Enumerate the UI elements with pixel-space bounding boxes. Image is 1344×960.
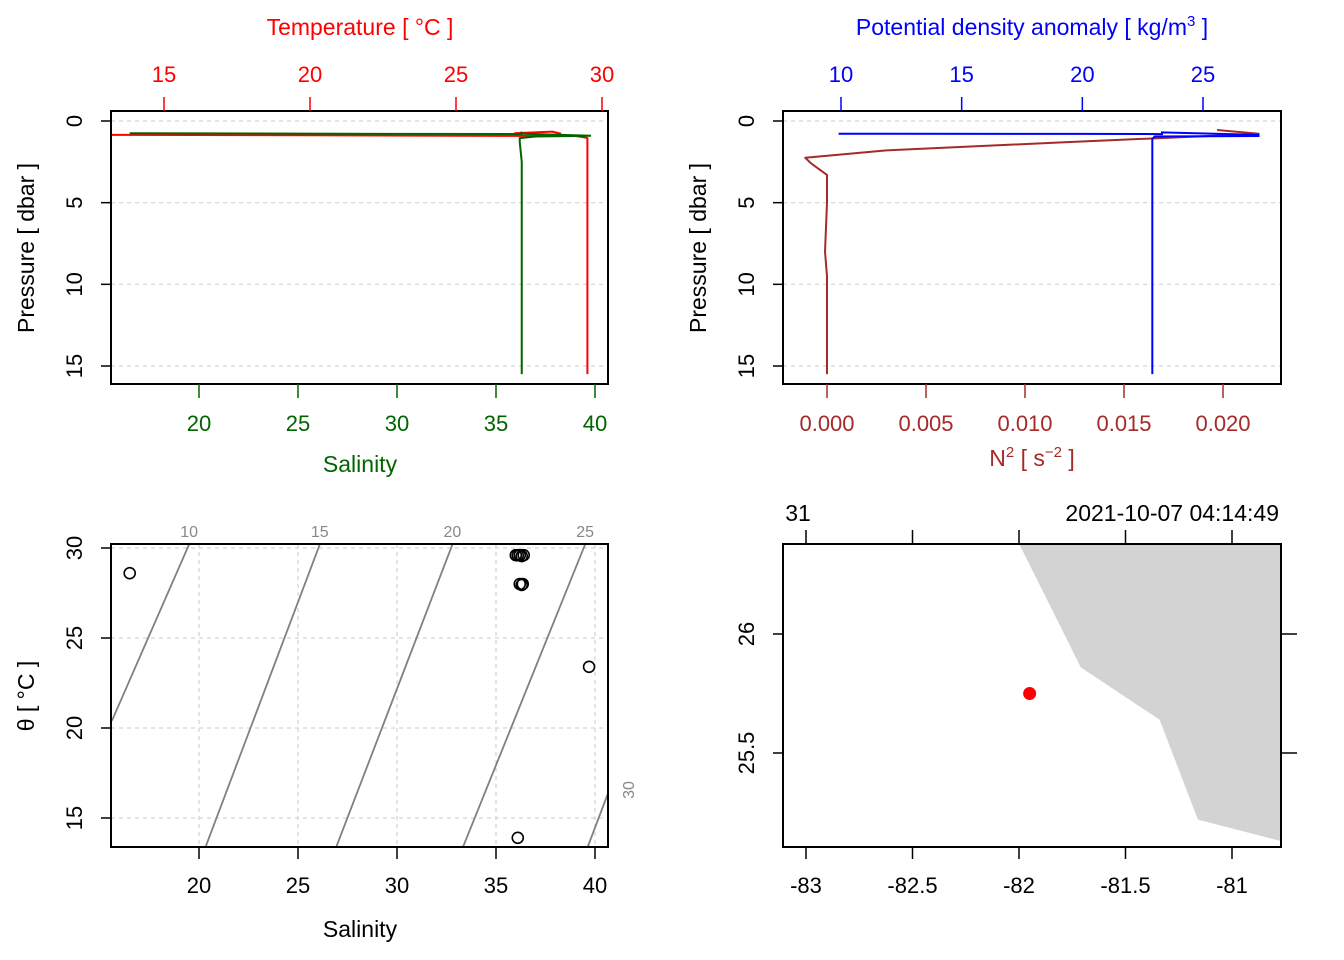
- p2-axes: 0 5 10 15 10 15 20 25 0.000 0.005 0.010 0.015 0.020: [734, 62, 1251, 436]
- p1-top-axis-title: Temperature [ °C ]: [267, 14, 454, 40]
- isopycnal-line: [586, 790, 608, 847]
- p1-axes: 0 5 10 15 15 20 25 30 20 25 30 35 40: [62, 62, 614, 436]
- p3-x-tick-label: 35: [484, 873, 508, 898]
- p1-top-tick-label: 15: [152, 62, 176, 87]
- p2-bottom-tick-label: 0.010: [997, 411, 1052, 436]
- p2-grid: [783, 120, 1281, 367]
- p4-land: [1019, 544, 1281, 842]
- isopycnal-line: [204, 544, 321, 847]
- p1-top-tick-label: 30: [590, 62, 614, 87]
- p3-x-axis-title: Salinity: [323, 916, 398, 942]
- isopycnal-label: 20: [444, 524, 462, 541]
- ts-point: [123, 566, 136, 580]
- p1-y-tick-label: 5: [62, 197, 87, 209]
- density-profile-line: [838, 131, 1260, 375]
- p4-x-tick-label: -82: [1003, 873, 1035, 898]
- ts-point: [511, 831, 525, 845]
- p2-y-tick-label: 0: [734, 115, 759, 127]
- p4-frame: [782, 543, 1282, 848]
- p1-top-tick-label: 25: [444, 62, 468, 87]
- p2-top-tick-label: 25: [1191, 62, 1215, 87]
- ts-point: [516, 577, 530, 591]
- land-polygon: [1019, 544, 1281, 842]
- isopycnal-label: 15: [311, 524, 329, 541]
- p4-x-tick-label: -81: [1216, 873, 1248, 898]
- p4-axes: -83 -82.5 -82 -81.5 -81 25.5 26: [734, 530, 1297, 898]
- isopycnal-line: [462, 544, 586, 847]
- p1-y-tick-label: 0: [62, 115, 87, 127]
- temperature-salinity-profile-panel: 0 5 10 15 15 20 25 30 20 25 30 35 40 Temperature [ °…: [13, 14, 614, 477]
- isopycnal-label: 25: [576, 524, 594, 541]
- p2-top-tick-label: 10: [829, 62, 853, 87]
- p4-y-tick-label: 25.5: [734, 732, 759, 775]
- p3-x-tick-label: 40: [583, 873, 607, 898]
- p3-y-tick-label: 20: [62, 716, 87, 740]
- station-map-panel: -83 -82.5 -82 -81.5 -81 25.5 26 31 2021-10-07 …: [734, 500, 1297, 898]
- p1-bottom-tick-label: 20: [187, 411, 211, 436]
- p3-x-tick-label: 20: [187, 873, 211, 898]
- temperature-surface-spike: [514, 130, 562, 135]
- p2-top-tick-label: 15: [949, 62, 973, 87]
- p3-frame: [110, 543, 609, 848]
- isopycnal-label: 30: [621, 781, 638, 799]
- p3-x-tick-label: 30: [385, 873, 409, 898]
- p2-bottom-tick-label: 0.015: [1096, 411, 1151, 436]
- ts-point: [515, 578, 529, 592]
- p2-top-axis-title: Potential density anomaly [ kg/m3 ]: [856, 13, 1208, 40]
- p4-y-tick-label: 26: [734, 622, 759, 646]
- p3-y-axis-title: θ [ °C ]: [13, 661, 39, 732]
- p3-isopycnals: [111, 544, 608, 847]
- p2-top-tick-label: 20: [1070, 62, 1094, 87]
- p2-y-axis-title: Pressure [ dbar ]: [685, 163, 711, 333]
- p4-top-right-label: 2021-10-07 04:14:49: [1065, 500, 1279, 526]
- p2-series: [804, 128, 1260, 375]
- ts-point: [517, 548, 531, 562]
- p2-y-tick-label: 5: [734, 197, 759, 209]
- p1-bottom-tick-label: 25: [286, 411, 310, 436]
- p2-bottom-axis-title: N2 [ s−2 ]: [989, 444, 1075, 471]
- p4-station: [1023, 687, 1037, 700]
- p1-y-tick-label: 15: [62, 354, 87, 378]
- salinity-profile-line: [129, 131, 592, 375]
- p4-x-tick-label: -83: [790, 873, 822, 898]
- p2-frame: [782, 110, 1282, 385]
- station-marker: [1023, 687, 1037, 700]
- p4-x-tick-label: -81.5: [1100, 873, 1150, 898]
- p3-y-tick-label: 30: [62, 536, 87, 560]
- p3-y-tick-label: 25: [62, 626, 87, 650]
- p2-bottom-tick-label: 0.000: [799, 411, 854, 436]
- p1-top-tick-label: 20: [298, 62, 322, 87]
- p2-y-tick-label: 10: [734, 272, 759, 296]
- p1-series: [111, 130, 592, 375]
- p2-bottom-tick-label: 0.020: [1195, 411, 1250, 436]
- p1-bottom-axis-title: Salinity: [323, 451, 398, 477]
- p1-grid: [111, 120, 608, 367]
- p3-points: [123, 548, 596, 845]
- p3-grid: [111, 544, 608, 847]
- p4-x-tick-label: -82.5: [887, 873, 937, 898]
- p2-bottom-tick-label: 0.005: [898, 411, 953, 436]
- p1-y-tick-label: 10: [62, 272, 87, 296]
- p3-x-tick-label: 25: [286, 873, 310, 898]
- ts-point: [582, 660, 596, 674]
- ts-diagram-panel: 10 15 20 25 30 20 25 30 35 40 15 20 25 30 Salinity θ…: [13, 524, 638, 942]
- p3-axes: 20 25 30 35 40 15 20 25 30: [62, 536, 607, 898]
- p3-isopycnal-labels: 10 15 20 25 30: [180, 524, 638, 799]
- p1-y-axis-title: Pressure [ dbar ]: [13, 163, 39, 333]
- p1-bottom-tick-label: 35: [484, 411, 508, 436]
- isopycnal-line: [111, 544, 190, 722]
- p1-bottom-tick-label: 30: [385, 411, 409, 436]
- isopycnal-label: 10: [180, 524, 198, 541]
- n2-profile-line: [804, 128, 1260, 375]
- p4-top-left-label: 31: [785, 500, 811, 526]
- p1-bottom-tick-label: 40: [583, 411, 607, 436]
- temperature-profile-line: [111, 133, 589, 375]
- p1-frame: [110, 110, 609, 385]
- p3-y-tick-label: 15: [62, 806, 87, 830]
- p2-y-tick-label: 15: [734, 354, 759, 378]
- isopycnal-line: [335, 544, 454, 847]
